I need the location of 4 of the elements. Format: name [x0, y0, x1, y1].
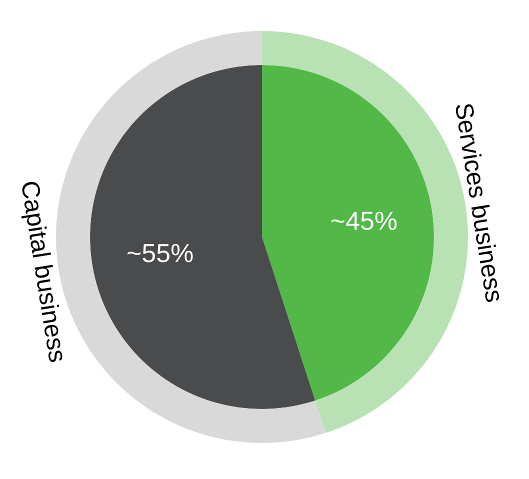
text: ~45% — [331, 212, 397, 230]
text: ~55% — [128, 244, 193, 262]
slice-label: Services business — [456, 104, 499, 302]
slice-label: Capital business — [21, 182, 62, 362]
